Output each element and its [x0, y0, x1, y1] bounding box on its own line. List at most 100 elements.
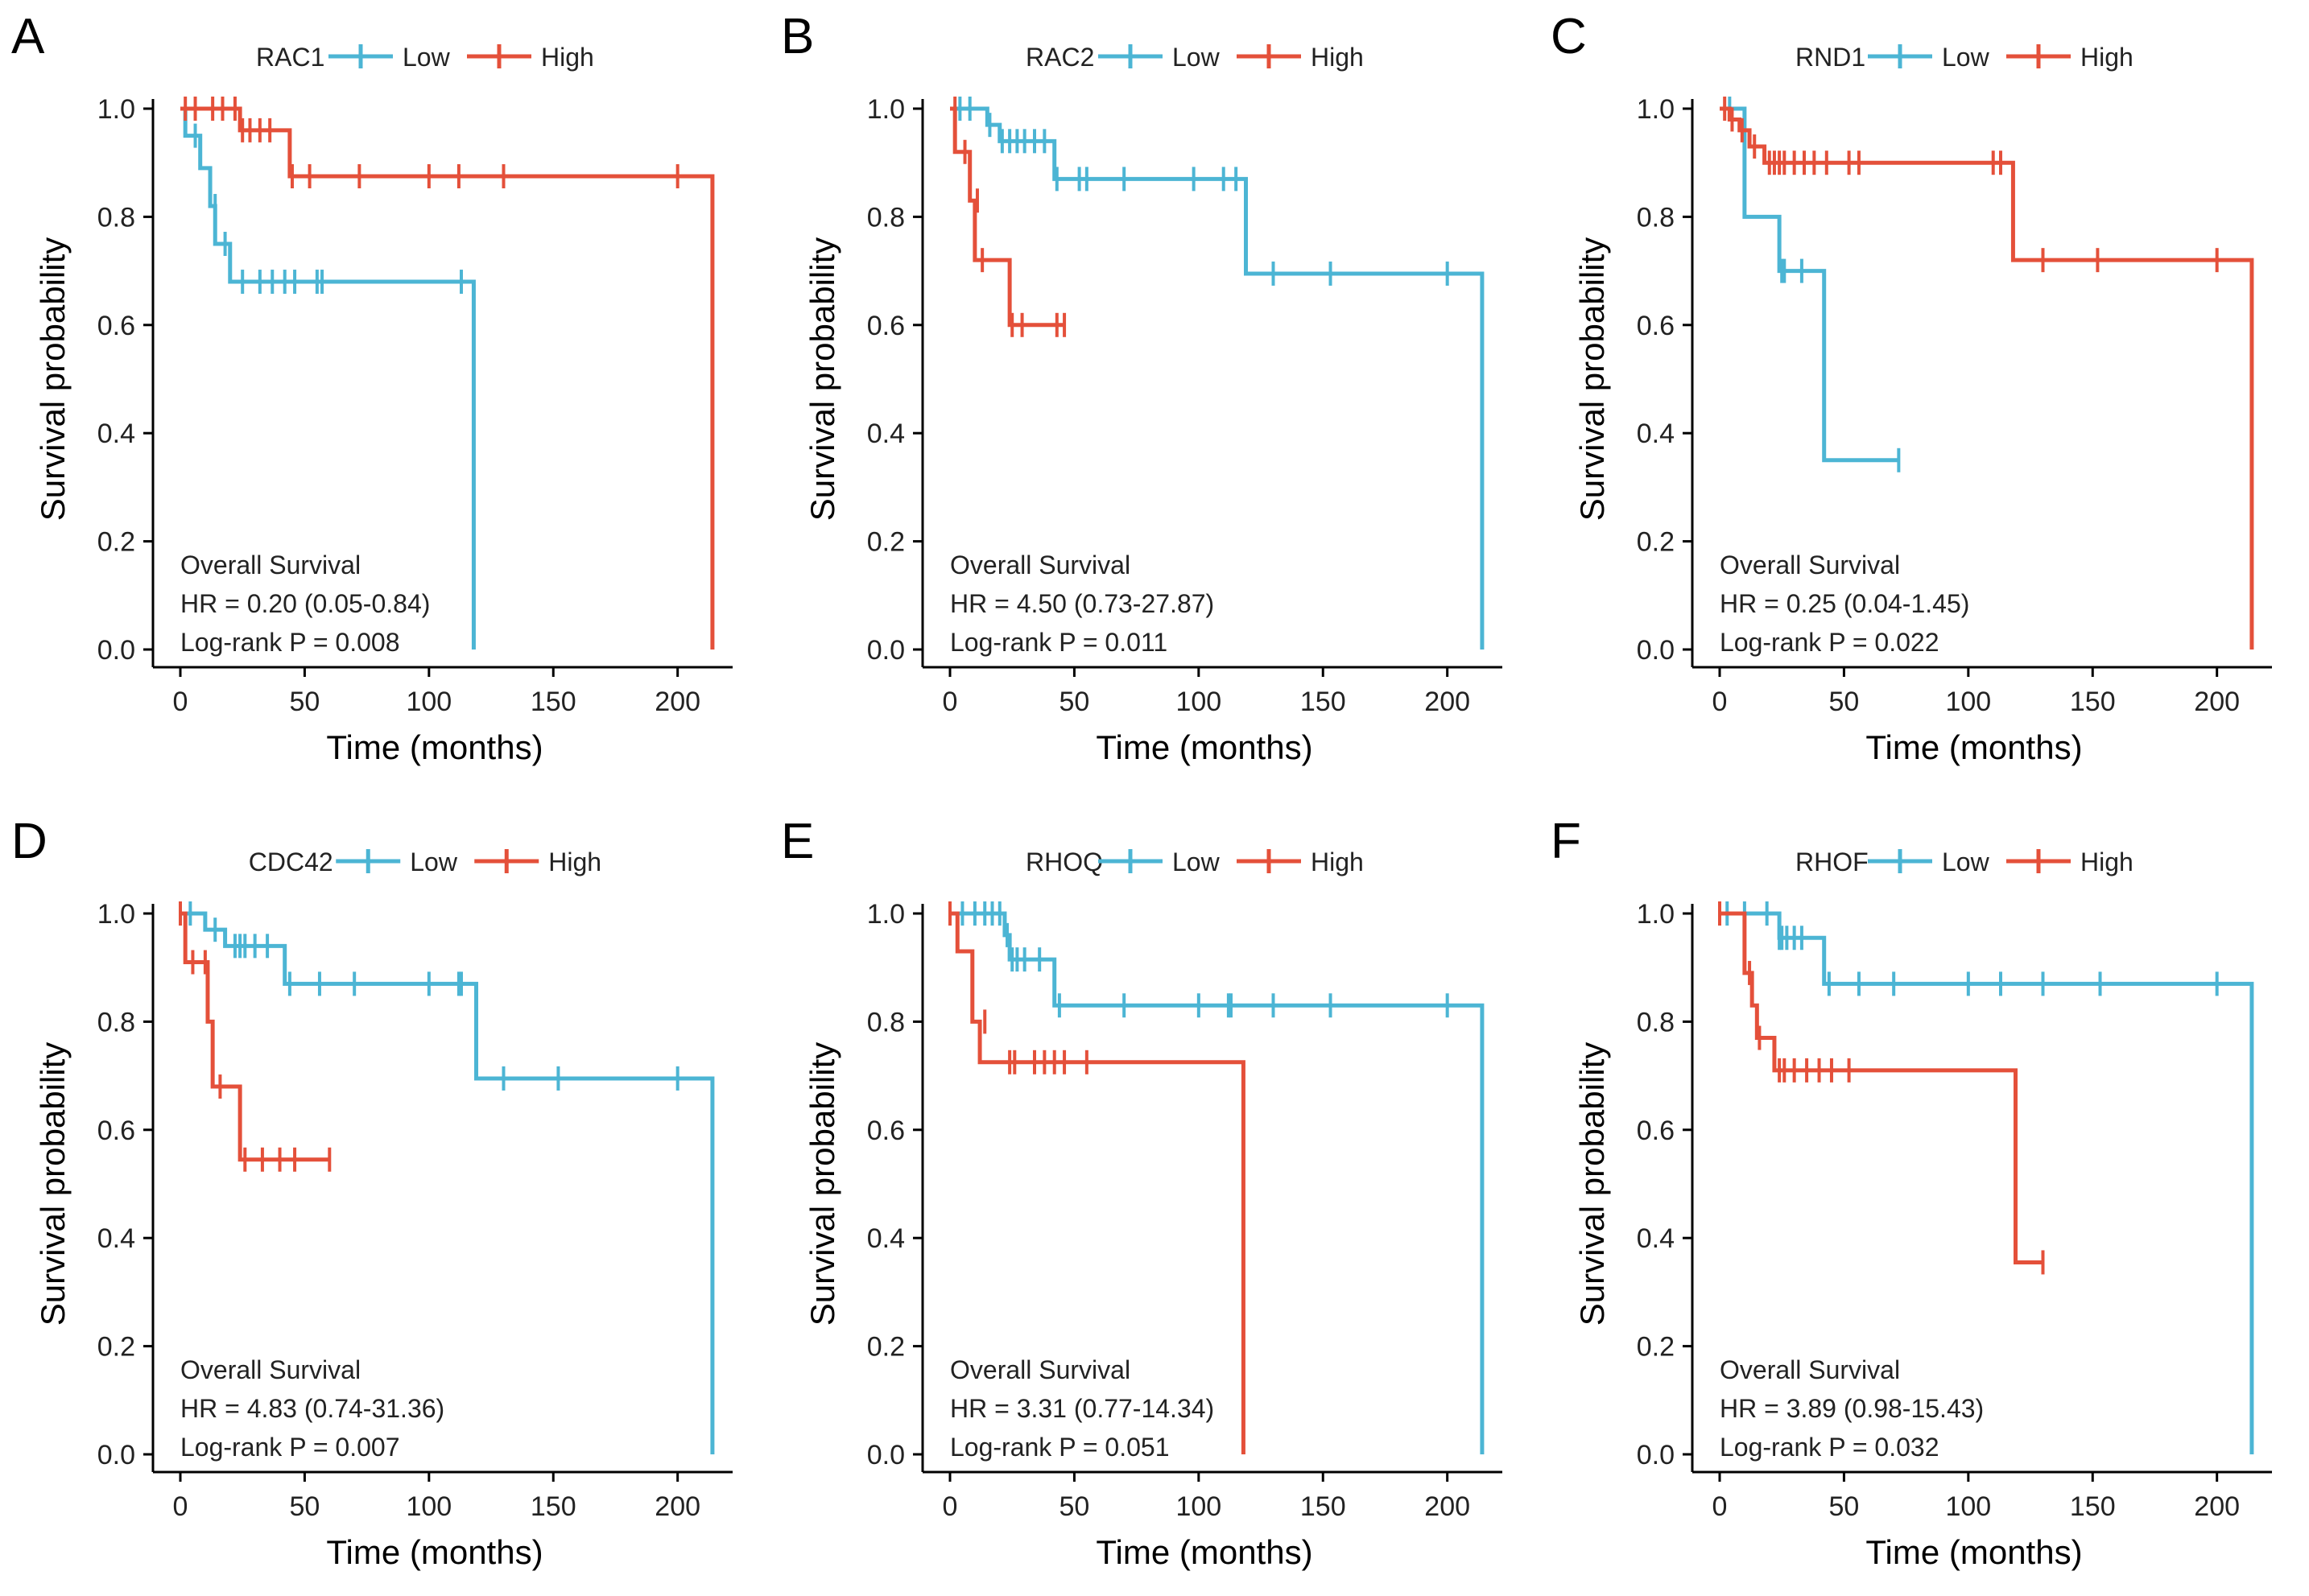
panel-a: A 0.0 0.2 0.4 0.6 0.8 1.0 0 50 100 150 200 Time (mon…	[11, 9, 733, 766]
km-curve-high	[950, 911, 1245, 1454]
y-tick-label: 0.4	[867, 1223, 905, 1254]
series-high	[180, 97, 715, 650]
y-tick-label: 1.0	[867, 94, 905, 125]
annotation-line: Log-rank P = 0.032	[1720, 1433, 1939, 1462]
annotation-line: Overall Survival	[950, 551, 1130, 579]
km-curve-low	[1720, 106, 1899, 463]
km-curve-high	[180, 106, 715, 650]
x-tick-label: 50	[290, 1491, 320, 1522]
y-tick-label: 0.4	[867, 419, 905, 449]
annotation-line: HR = 4.83 (0.74-31.36)	[180, 1394, 444, 1423]
y-tick-label: 0.0	[97, 635, 135, 666]
km-curve-high	[180, 911, 330, 1162]
panel-b: B 0.0 0.2 0.4 0.6 0.8 1.0 0 50 100 150 200 Time (mon…	[781, 9, 1502, 766]
panel-label: C	[1551, 9, 1587, 64]
y-tick-label: 0.6	[97, 311, 135, 341]
x-tick-label: 150	[2070, 687, 2116, 717]
legend-entry-high: High	[2080, 847, 2133, 876]
km-curve-low	[180, 106, 476, 650]
x-tick-label: 200	[1424, 1491, 1470, 1522]
x-tick-label: 0	[943, 1491, 958, 1522]
legend-entry-high: High	[548, 847, 601, 876]
x-axis-title: Time (months)	[1096, 1533, 1312, 1571]
km-curve-low	[950, 106, 1485, 650]
annotation-line: Log-rank P = 0.007	[180, 1433, 400, 1462]
y-tick-label: 0.4	[1637, 1223, 1675, 1254]
y-tick-label: 0.8	[1637, 202, 1675, 233]
legend-entry-low: Low	[1172, 43, 1221, 72]
y-axis-title: Survival probability	[1573, 1042, 1611, 1326]
x-tick-label: 150	[1300, 1491, 1346, 1522]
y-tick-label: 0.2	[97, 1332, 135, 1363]
y-tick-label: 0.4	[97, 419, 135, 449]
annotation-line: HR = 0.25 (0.04-1.45)	[1720, 589, 1969, 618]
series-high	[950, 97, 1067, 337]
x-tick-label: 200	[2194, 1491, 2240, 1522]
y-tick-label: 1.0	[867, 899, 905, 930]
km-curve-low	[180, 911, 715, 1454]
legend-entry-low: Low	[403, 43, 451, 72]
x-tick-label: 0	[1712, 687, 1728, 717]
x-tick-label: 100	[1945, 687, 1991, 717]
x-axis-title: Time (months)	[1096, 728, 1312, 766]
km-curve-high	[1720, 106, 2254, 650]
panel-f: F 0.0 0.2 0.4 0.6 0.8 1.0 0 50 100 150 200 Time (mon…	[1551, 814, 2272, 1571]
series-low	[950, 901, 1485, 1454]
series-low	[180, 106, 476, 650]
x-tick-label: 0	[173, 1491, 188, 1522]
y-tick-label: 0.2	[1637, 527, 1675, 558]
annotation-line: HR = 3.89 (0.98-15.43)	[1720, 1394, 1984, 1423]
series-high	[1718, 901, 2045, 1275]
y-tick-label: 0.6	[867, 311, 905, 341]
annotation-line: Overall Survival	[1720, 551, 1900, 579]
panel-label: E	[781, 814, 814, 869]
y-tick-label: 0.6	[1637, 311, 1675, 341]
annotation-line: HR = 0.20 (0.05-0.84)	[180, 589, 430, 618]
legend-title: RAC1	[256, 43, 324, 72]
panel-label: A	[11, 9, 45, 64]
legend-title: RHOF	[1795, 847, 1869, 876]
series-low	[1720, 901, 2254, 1454]
legend: RHOF Low High	[1795, 847, 2133, 876]
annotation-line: Log-rank P = 0.011	[950, 628, 1167, 657]
y-tick-label: 0.0	[97, 1440, 135, 1470]
y-tick-label: 0.4	[97, 1223, 135, 1254]
series-high	[1720, 97, 2254, 650]
y-tick-label: 0.2	[1637, 1332, 1675, 1363]
legend-entry-high: High	[1311, 847, 1364, 876]
x-tick-label: 100	[406, 1491, 452, 1522]
x-tick-label: 0	[1712, 1491, 1728, 1522]
km-curve-high	[950, 106, 1065, 328]
y-tick-label: 0.8	[1637, 1007, 1675, 1037]
annotation-line: Overall Survival	[180, 1355, 361, 1384]
x-tick-label: 100	[406, 687, 452, 717]
x-tick-label: 50	[1829, 687, 1860, 717]
y-tick-label: 0.0	[1637, 635, 1675, 666]
annotation-line: Overall Survival	[1720, 1355, 1900, 1384]
legend-title: RAC2	[1026, 43, 1094, 72]
annotation-line: HR = 3.31 (0.77-14.34)	[950, 1394, 1214, 1423]
y-tick-label: 0.6	[1637, 1116, 1675, 1146]
x-tick-label: 50	[1059, 1491, 1090, 1522]
y-axis-title: Survival probability	[34, 237, 72, 522]
y-tick-label: 0.8	[867, 202, 905, 233]
legend-entry-low: Low	[1942, 847, 1990, 876]
x-tick-label: 150	[531, 1491, 576, 1522]
panel-c: C 0.0 0.2 0.4 0.6 0.8 1.0 0 50 100 150 200 Time (mon…	[1551, 9, 2272, 766]
y-tick-label: 0.8	[97, 202, 135, 233]
legend-entry-low: Low	[410, 847, 458, 876]
x-tick-label: 100	[1175, 1491, 1221, 1522]
series-high	[179, 901, 332, 1172]
legend: CDC42 Low High	[249, 847, 601, 876]
y-tick-label: 0.2	[867, 527, 905, 558]
y-tick-label: 0.6	[97, 1116, 135, 1146]
y-tick-label: 0.8	[867, 1007, 905, 1037]
legend: RAC1 Low High	[256, 43, 594, 72]
y-tick-label: 0.0	[867, 1440, 905, 1470]
y-tick-label: 0.0	[867, 635, 905, 666]
legend: RAC2 Low High	[1026, 43, 1364, 72]
x-tick-label: 0	[943, 687, 958, 717]
x-tick-label: 0	[173, 687, 188, 717]
legend-title: CDC42	[249, 847, 333, 876]
x-axis-title: Time (months)	[1865, 1533, 2082, 1571]
